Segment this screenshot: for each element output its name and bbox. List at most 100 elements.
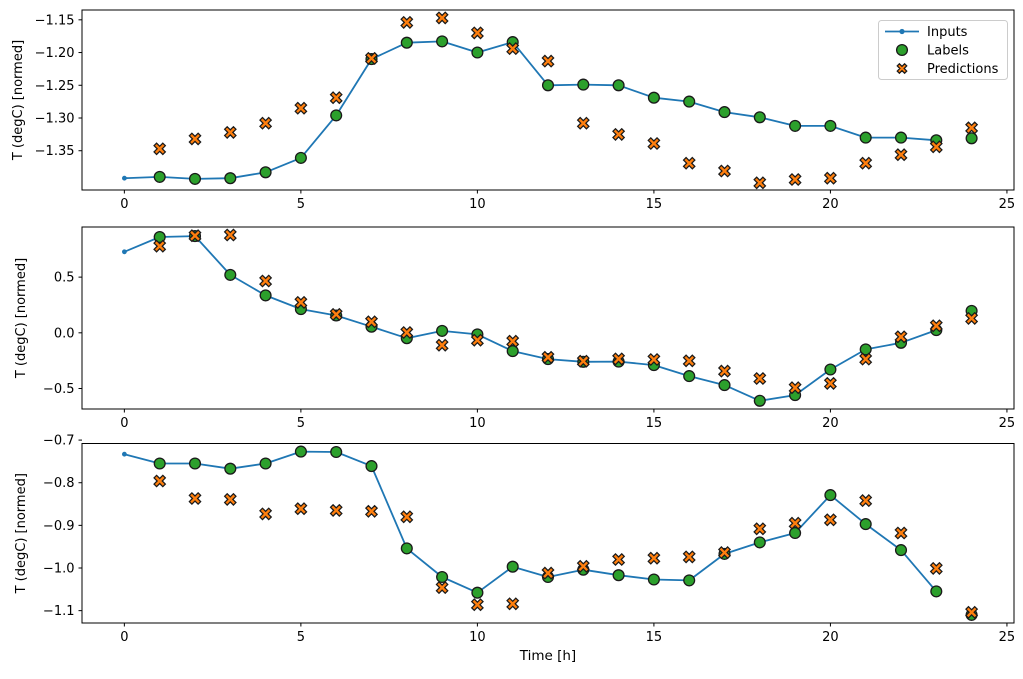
predictions-marker: [188, 229, 202, 243]
labels-marker: [259, 457, 272, 470]
predictions-marker: [506, 597, 520, 611]
labels-marker: [789, 526, 802, 540]
labels-marker: [188, 172, 202, 185]
y-tick-label: 0.5: [54, 271, 75, 286]
predictions-marker: [294, 502, 308, 516]
predictions-marker: [965, 121, 979, 135]
predictions-marker: [188, 132, 202, 146]
y-axis-label: T (degC) [normed]: [11, 40, 26, 161]
legend-box: [878, 20, 1008, 80]
labels-marker: [330, 109, 343, 122]
labels-marker: [541, 79, 555, 92]
predictions-marker: [153, 474, 167, 488]
predictions-marker: [929, 561, 943, 575]
predictions-marker: [612, 552, 626, 567]
y-axis-label: T (degC) [normed]: [14, 473, 29, 594]
y-tick-label: −1.25: [35, 79, 75, 94]
predictions-marker: [753, 176, 767, 190]
labels-marker: [859, 518, 872, 531]
predictions-marker: [859, 352, 873, 366]
labels-marker: [647, 573, 660, 586]
labels-marker: [612, 79, 625, 92]
x-tick-label: 10: [469, 197, 486, 212]
predictions-marker: [788, 172, 802, 187]
predictions-marker: [965, 605, 979, 619]
x-tick-label: 20: [822, 416, 839, 431]
predictions-marker: [612, 127, 626, 141]
predictions-marker: [223, 228, 237, 242]
predictions-marker: [470, 598, 484, 612]
labels-marker: [718, 379, 731, 392]
predictions-marker: [400, 15, 414, 29]
labels-marker: [506, 560, 519, 573]
predictions-marker: [435, 338, 449, 352]
labels-marker: [259, 289, 272, 302]
labels-marker: [789, 119, 802, 132]
predictions-marker: [294, 101, 308, 115]
y-tick-label: −1.20: [35, 46, 75, 61]
predictions-marker: [929, 319, 943, 333]
x-axis-label: Time [h]: [519, 648, 576, 664]
y-tick-label: −0.8: [43, 476, 75, 491]
subplot-3: −0.7 −0.8 −0.9 −1.0 −1.1 0 5 10 15 20 25 T (degC) […: [14, 434, 1015, 664]
predictions-marker: [576, 354, 590, 368]
labels-marker: [683, 574, 696, 587]
labels-marker: [294, 151, 307, 164]
legend: Inputs Labels Predictions: [878, 20, 1008, 80]
labels-marker: [259, 166, 272, 179]
inputs-marker: [122, 249, 127, 255]
predictions-marker: [894, 148, 908, 162]
predictions-marker: [647, 551, 661, 565]
predictions-marker: [717, 364, 732, 378]
labels-marker: [400, 36, 413, 49]
labels-marker: [894, 131, 908, 144]
predictions-marker: [576, 116, 590, 130]
y-tick-label: −0.9: [43, 519, 75, 534]
labels-marker: [859, 131, 872, 144]
labels-marker: [330, 445, 343, 459]
predictions-marker: [541, 566, 555, 580]
legend-predictions-x-sample: [896, 62, 908, 75]
predictions-marker: [965, 311, 979, 325]
legend-labels-circle-sample: [895, 43, 909, 57]
labels-marker: [224, 462, 237, 475]
x-tick-label: 25: [999, 197, 1016, 212]
x-tick-label: 25: [999, 630, 1016, 645]
labels-marker: [824, 119, 837, 132]
predictions-marker: [259, 274, 273, 288]
y-tick-label: 0.0: [54, 326, 75, 341]
labels-marker: [612, 569, 625, 582]
legend-label-predictions: Predictions: [927, 62, 999, 77]
labels-marker: [436, 35, 449, 48]
predictions-marker: [859, 156, 873, 170]
x-tick-label: 15: [646, 197, 663, 212]
predictions-marker: [153, 239, 167, 253]
predictions-marker: [153, 142, 167, 156]
predictions-marker: [647, 136, 661, 151]
predictions-marker: [188, 491, 202, 506]
x-tick-label: 25: [999, 416, 1016, 431]
predictions-marker: [753, 522, 767, 536]
predictions-marker: [682, 550, 696, 564]
predictions-marker: [717, 164, 732, 178]
predictions-marker: [223, 125, 237, 139]
predictions-marker: [400, 325, 414, 340]
labels-marker: [294, 445, 307, 458]
predictions-marker: [470, 333, 484, 347]
inputs-marker: [122, 451, 127, 457]
labels-marker: [824, 363, 837, 376]
x-tick-label: 5: [297, 197, 305, 212]
labels-marker: [753, 394, 766, 407]
predictions-marker: [859, 494, 873, 508]
predictions-marker: [576, 559, 590, 573]
labels-marker: [436, 324, 449, 337]
y-axis-label: T (degC) [normed]: [14, 258, 29, 379]
predictions-marker: [788, 516, 802, 530]
axes-border: [81, 443, 1015, 624]
predictions-marker: [506, 42, 520, 56]
predictions-marker: [541, 54, 555, 68]
predictions-marker: [259, 116, 273, 130]
labels-marker: [506, 345, 519, 358]
predictions-marker: [929, 140, 943, 154]
